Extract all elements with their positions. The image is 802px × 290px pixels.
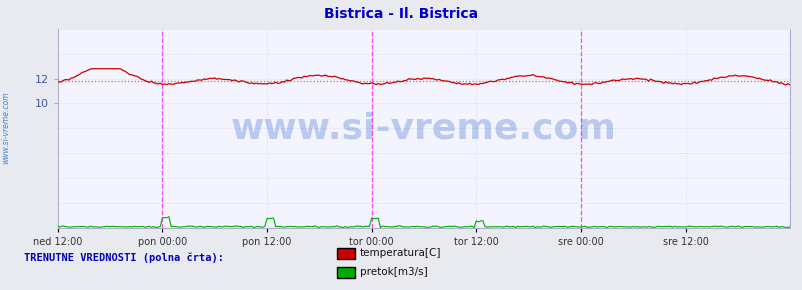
Text: pretok[m3/s]: pretok[m3/s] xyxy=(359,267,427,277)
Text: www.si-vreme.com: www.si-vreme.com xyxy=(1,91,10,164)
Text: Bistrica - Il. Bistrica: Bistrica - Il. Bistrica xyxy=(324,7,478,21)
Text: www.si-vreme.com: www.si-vreme.com xyxy=(231,111,616,145)
Text: TRENUTNE VREDNOSTI (polna črta):: TRENUTNE VREDNOSTI (polna črta): xyxy=(24,252,224,263)
Text: temperatura[C]: temperatura[C] xyxy=(359,248,440,258)
